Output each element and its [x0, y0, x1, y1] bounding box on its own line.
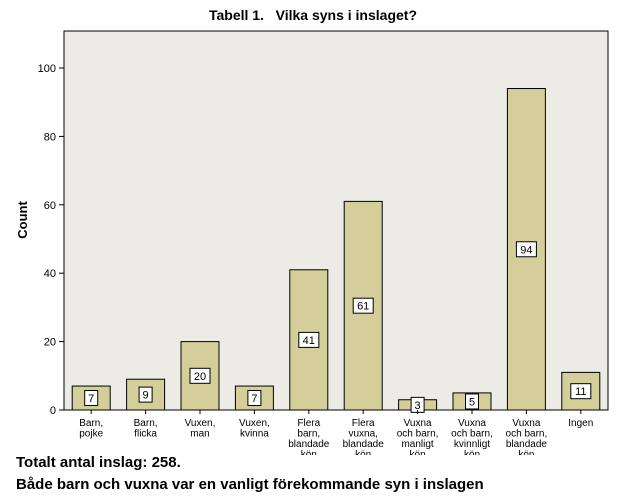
x-tick-label-line: Vuxen,: [239, 418, 270, 429]
data-label: 7: [88, 393, 94, 405]
data-label-box: [298, 331, 320, 348]
x-tick-label-line: kön: [464, 450, 480, 456]
data-label-box: [515, 241, 537, 258]
data-label: 41: [303, 335, 315, 347]
x-tick-label-line: kön: [410, 450, 426, 456]
data-label: 94: [520, 244, 532, 256]
bars: 7 9 20 7 41 61 3 5 94 11: [71, 88, 601, 413]
x-tick-label-line: Flera: [297, 418, 320, 429]
x-tick-label-line: blandade: [506, 439, 548, 450]
y-tick-label: 40: [44, 268, 56, 280]
y-tick-label: 60: [44, 200, 56, 212]
x-tick-label-line: flicka: [134, 429, 157, 440]
y-tick-label: 0: [50, 405, 56, 417]
data-label-box: [84, 390, 99, 407]
x-tick-label-line: blandade: [288, 439, 330, 450]
x-tick-label-line: och barn,: [397, 429, 439, 440]
x-tick-label-line: och barn,: [506, 429, 548, 440]
x-tick-label: Vuxna och barn, blandade kön: [506, 418, 548, 455]
data-label: 7: [251, 393, 257, 405]
y-tick-label: 20: [44, 337, 56, 349]
x-tick-label-line: kön: [301, 450, 317, 456]
y-axis-label: Count: [15, 201, 30, 239]
x-tick-label-line: man: [190, 429, 209, 440]
x-tick-label: Flera barn, blandade kön: [288, 418, 330, 455]
data-label: 20: [194, 371, 206, 383]
x-tick-label-line: pojke: [79, 429, 103, 440]
x-tick-label-line: vuxna,: [348, 429, 377, 440]
bar: [506, 88, 546, 411]
y-tick-label: 100: [38, 63, 56, 75]
data-label: 3: [415, 400, 421, 412]
footnote-summary: Både barn och vuxna var en vanligt förek…: [16, 476, 484, 493]
x-tick-label: Flera vuxna, blandade kön: [343, 418, 385, 455]
x-tick-label-line: kön: [518, 450, 534, 456]
x-tick-label: Vuxna och barn, kvinnligt kön: [451, 418, 493, 455]
x-tick-label-line: Vuxna: [404, 418, 432, 429]
bar-chart: Tabell 1. Vilka syns i inslaget? Count 0…: [15, 7, 609, 455]
x-tick-label-line: Vuxen,: [185, 418, 216, 429]
x-tick-label-line: manligt: [401, 439, 433, 450]
x-tick-label-line: Barn,: [79, 418, 103, 429]
x-tick-label-line: kvinnligt: [454, 439, 490, 450]
data-label: 5: [469, 396, 475, 408]
x-tick-label-line: Ingen: [568, 418, 593, 429]
data-label-box: [189, 367, 211, 384]
x-tick-label-line: kvinna: [240, 429, 269, 440]
x-tick-label-line: och barn,: [451, 429, 493, 440]
data-label-box: [465, 393, 479, 410]
x-tick-label-line: Vuxna: [458, 418, 486, 429]
x-tick-label-line: kön: [355, 450, 371, 456]
data-label: 11: [575, 386, 586, 398]
x-tick-label: Ingen: [568, 418, 593, 429]
x-tick-label-line: blandade: [343, 439, 385, 450]
data-label: 9: [143, 390, 149, 402]
y-axis: 0 20 40 60 80 100: [38, 63, 64, 417]
x-tick-label: Vuxna och barn, manligt kön: [397, 418, 439, 455]
x-tick-label: Barn, pojke: [79, 418, 103, 440]
y-tick-label: 80: [44, 131, 56, 143]
x-tick-label-line: Flera: [352, 418, 375, 429]
data-label-box: [570, 383, 592, 400]
data-label-box: [352, 297, 374, 314]
x-tick-label-line: Vuxna: [512, 418, 540, 429]
chart-title: Tabell 1. Vilka syns i inslaget?: [209, 7, 417, 23]
x-tick-label: Vuxen, kvinna: [239, 418, 270, 440]
data-label: 61: [357, 301, 369, 313]
x-tick-label-line: barn,: [297, 429, 320, 440]
x-tick-label-line: Barn,: [134, 418, 158, 429]
x-tick-label: Vuxen, man: [185, 418, 216, 440]
data-label-box: [138, 386, 153, 403]
x-tick-label: Barn, flicka: [134, 418, 158, 440]
footnote-total: Totalt antal inslag: 258.: [16, 454, 181, 471]
data-label-box: [247, 390, 262, 407]
